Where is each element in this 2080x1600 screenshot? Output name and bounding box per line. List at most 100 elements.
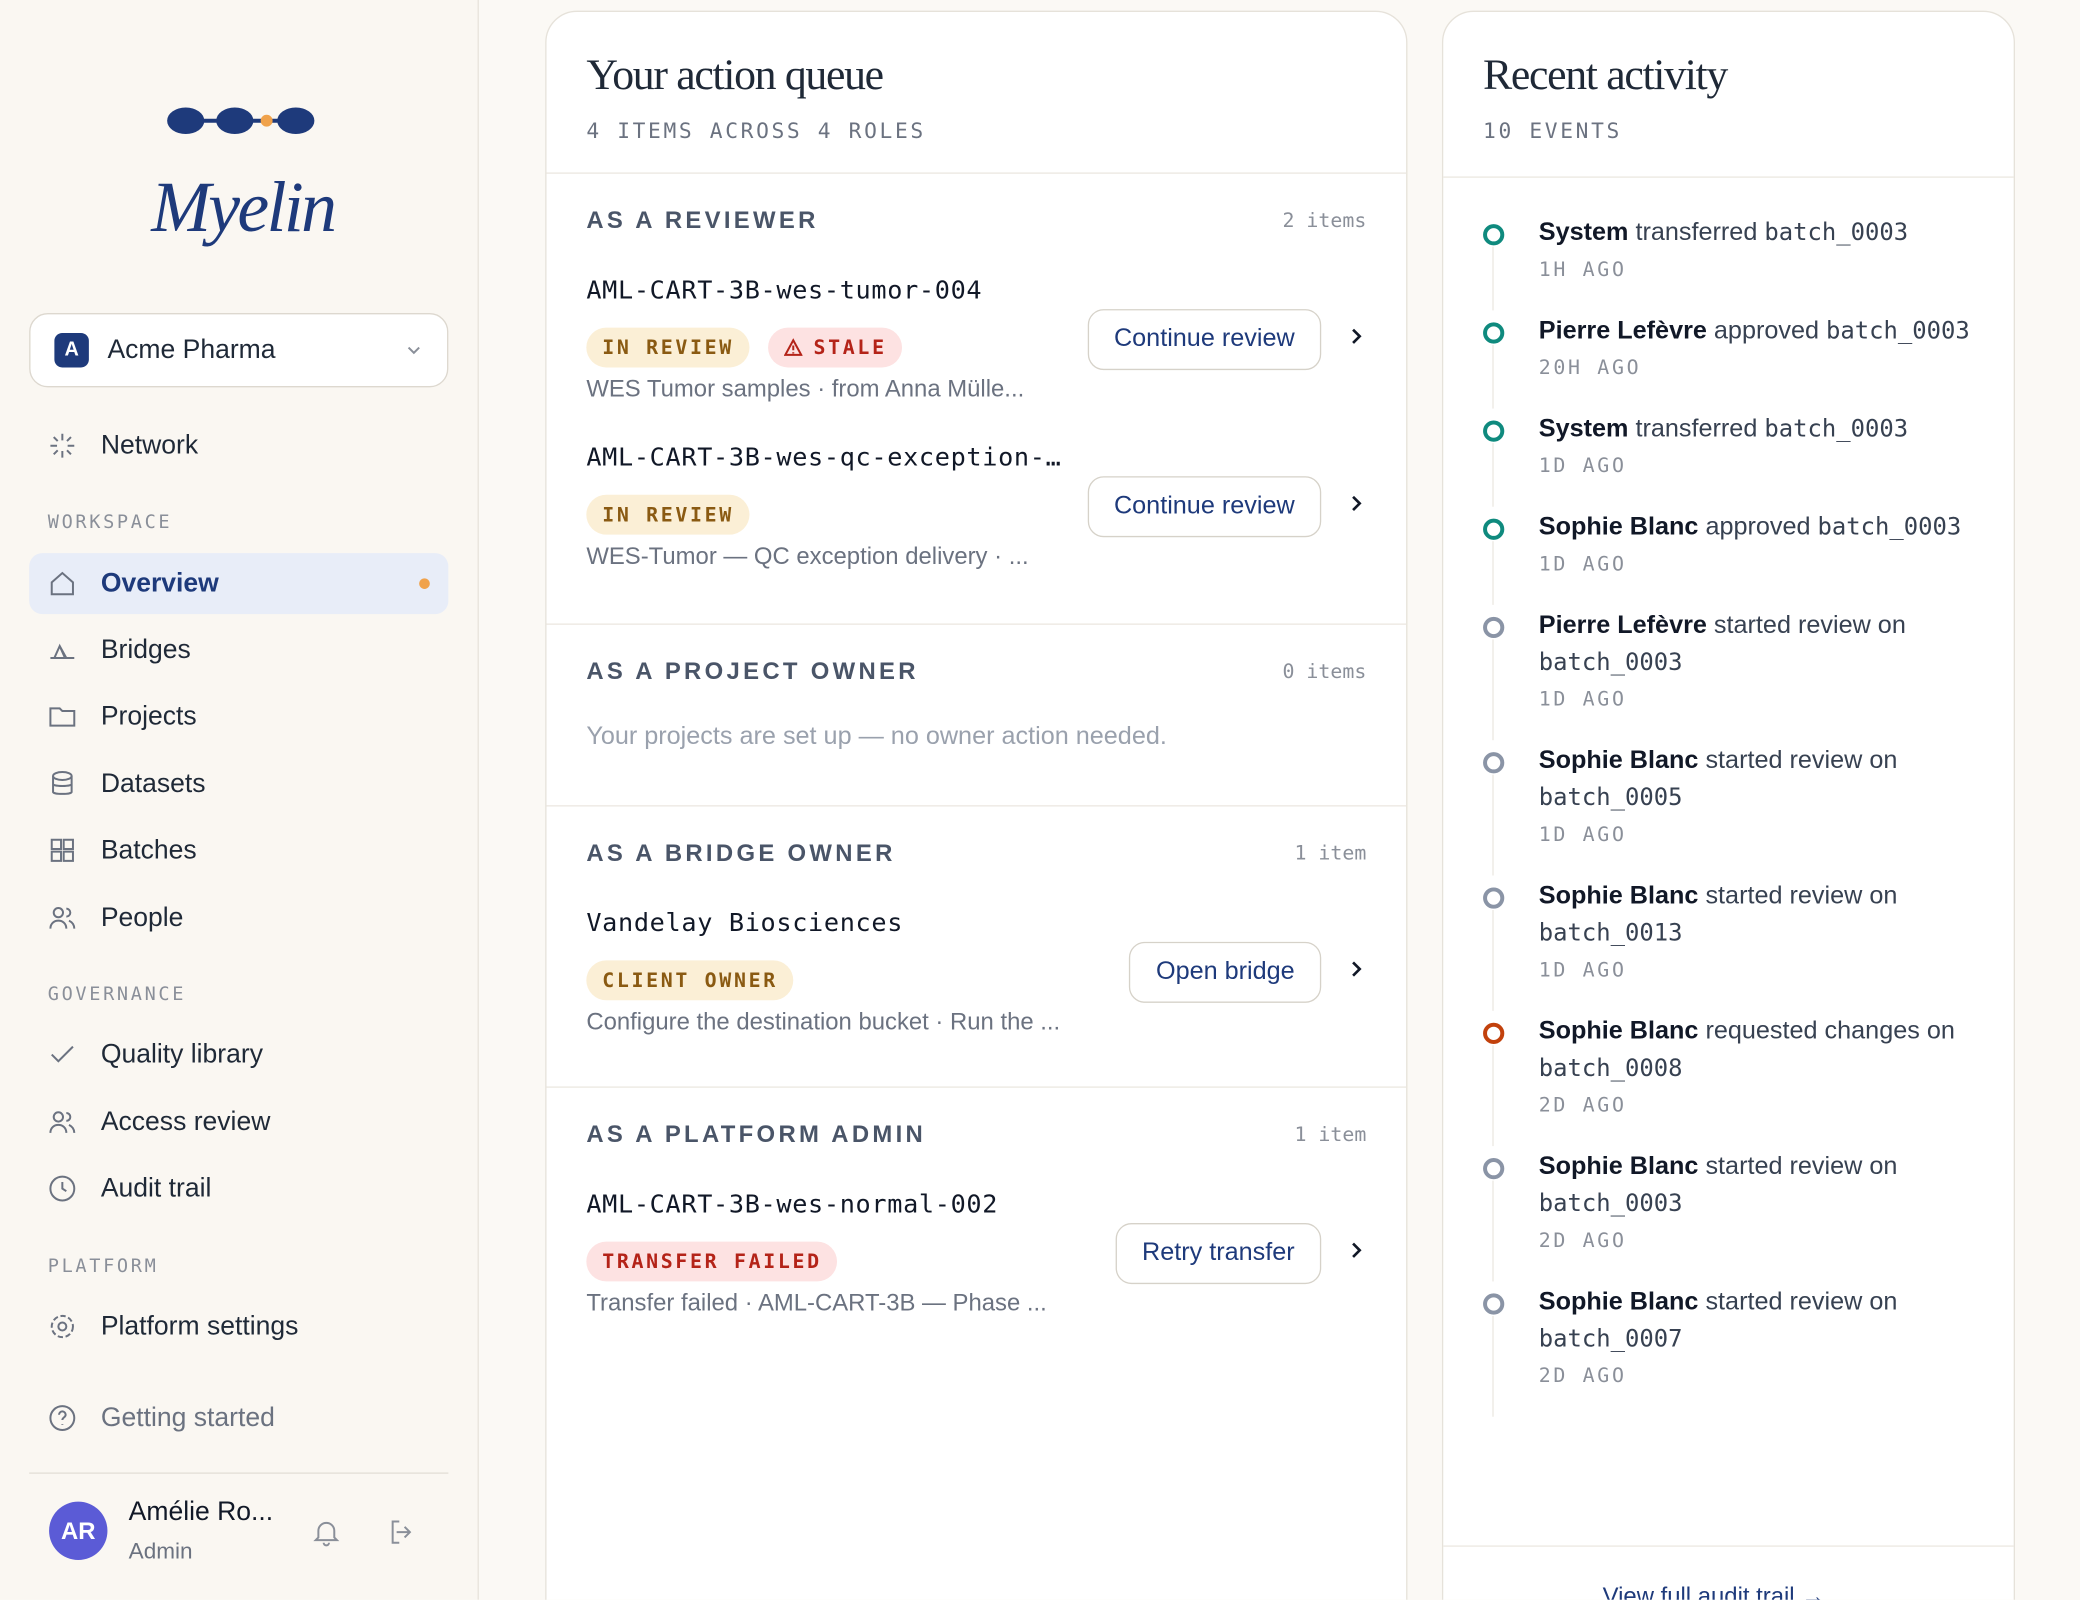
icon (49, 1405, 76, 1431)
nav-item[interactable]: People (29, 887, 448, 948)
section-count: 1 item (1294, 1122, 1367, 1147)
target: batch_0003 (1538, 1189, 1683, 1218)
indicator (419, 578, 430, 589)
action: started review on (1705, 882, 1898, 910)
logo (167, 107, 315, 134)
status-dot (1483, 420, 1505, 442)
timeline-line (1492, 541, 1494, 605)
activity-event: Sophie Blanc started review on batch_001… (1443, 878, 1996, 1011)
icon (49, 907, 76, 929)
section-heading: AS A REVIEWER (586, 206, 819, 234)
queue-item: AML-CART-3B-wes-tumor-004 IN REVIEW STALE W… (586, 275, 1366, 405)
event-list: System transferred batch_0003 1H AGO Pierr… (1443, 215, 1996, 1419)
action-button[interactable]: Continue review (1087, 309, 1322, 371)
nav-item[interactable]: Batches (29, 820, 448, 881)
target: batch_0003 (1826, 317, 1970, 345)
nav-item[interactable]: Datasets (29, 753, 448, 814)
nav-item[interactable]: Projects (29, 686, 448, 747)
divider (1443, 1545, 2014, 1547)
status-dot (1483, 518, 1505, 540)
activity-card: Recent activity 10 EVENTS System transfe… (1441, 10, 2015, 1600)
section-count: 2 items (1282, 208, 1367, 233)
action-button[interactable]: Continue review (1087, 476, 1322, 538)
nav-item[interactable]: Network (29, 415, 448, 476)
nav-item[interactable]: Quality library (29, 1024, 448, 1085)
badges: TRANSFER FAILED (586, 1241, 1366, 1282)
action: started review on (1705, 746, 1898, 775)
actor: System (1538, 218, 1629, 247)
activity-event: Sophie Blanc started review on batch_000… (1443, 743, 1997, 876)
status-dot (1483, 616, 1505, 639)
nav-label: Quality library (100, 1039, 264, 1070)
status-dot (1483, 752, 1505, 774)
brand: Myelin (151, 167, 337, 247)
section-header: AS A PLATFORM ADMIN 1 item (586, 1117, 1366, 1151)
icon (52, 771, 73, 795)
event-time: 2D AGO (1538, 1363, 1627, 1388)
icon (51, 1045, 74, 1063)
action: transferred (1635, 218, 1758, 247)
nav-label: Access review (100, 1107, 271, 1137)
timeline-line (1492, 1315, 1494, 1417)
actor: Sophie Blanc (1538, 513, 1699, 542)
nav-item[interactable]: Access review (29, 1092, 448, 1153)
queue-item: Vandelay Biosciences CLIENT OWNER Configur… (586, 907, 1366, 1037)
actor: Sophie Blanc (1538, 1288, 1699, 1316)
item-name: AML-CART-3B-wes-normal-002 (586, 1189, 999, 1220)
target: batch_0007 (1538, 1325, 1683, 1354)
action-button[interactable]: Open bridge (1129, 941, 1322, 1003)
action-button[interactable]: Retry transfer (1115, 1223, 1322, 1285)
event-time: 1D AGO (1538, 551, 1627, 576)
badges: IN REVIEW STALE (586, 327, 1366, 368)
user-name: Amélie Ro... (128, 1497, 274, 1527)
actor: System (1538, 415, 1629, 444)
section-header: AS A PROJECT OWNER 0 items (586, 654, 1366, 688)
nav-item[interactable]: Overview (29, 553, 449, 615)
org-select[interactable]: A Acme Pharma (29, 313, 449, 388)
nav-item[interactable]: Platform settings (29, 1296, 448, 1357)
nav-label: Projects (100, 701, 197, 731)
queue-section: AS A BRIDGE OWNER 1 item Vandelay Bioscien… (546, 805, 1407, 1086)
chevron[interactable] (1348, 960, 1367, 985)
target: batch_0003 (1538, 648, 1683, 677)
action-queue-card: Your action queue 4 ITEMS ACROSS 4 ROLES… (545, 10, 1408, 1600)
audit-trail-link[interactable]: View full audit trail → (1602, 1582, 1826, 1600)
event-text: Pierre Lefèvre started review on batch_0… (1539, 608, 1997, 682)
org-name: Acme Pharma (107, 335, 276, 365)
badges: IN REVIEW (586, 494, 1366, 535)
nav-item[interactable]: Bridges (29, 619, 448, 680)
item-name: AML-CART-3B-wes-qc-exception-… (586, 443, 1062, 473)
chevron[interactable] (1348, 494, 1367, 519)
nav-item[interactable]: Getting started (29, 1388, 448, 1449)
icon (50, 643, 75, 659)
actor: Pierre Lefèvre (1538, 317, 1707, 345)
badge: IN REVIEW (586, 327, 750, 368)
badge: IN REVIEW (586, 494, 750, 535)
target: batch_0005 (1538, 783, 1683, 812)
sidebar: Myelin A Acme Pharma Network WORKSPACE Ove… (0, 0, 479, 1600)
event-text: Sophie Blanc approved batch_0003 (1539, 509, 1997, 546)
nav-label: Platform settings (100, 1311, 299, 1342)
nav-label: Network (100, 431, 199, 461)
activity-event: System transferred batch_0003 1D AGO (1443, 411, 1996, 507)
user-role: Admin (128, 1538, 193, 1564)
timeline-line (1492, 1180, 1494, 1282)
nav-item[interactable]: Audit trail (29, 1158, 448, 1219)
icon (49, 1175, 76, 1202)
logout-button[interactable] (386, 1516, 418, 1548)
timeline-line (1492, 774, 1494, 876)
status-dot (1483, 887, 1505, 909)
chevron[interactable] (1348, 1241, 1367, 1266)
action: started review on (1713, 611, 1906, 640)
queue-item: AML-CART-3B-wes-qc-exception-… IN REVIEW W… (586, 442, 1366, 572)
event-text: Sophie Blanc started review on batch_000… (1539, 743, 1997, 817)
status-dot (1483, 1293, 1505, 1315)
event-time: 2D AGO (1538, 1228, 1627, 1253)
activity-event: Sophie Blanc started review on batch_000… (1443, 1284, 1996, 1417)
badge-text: TRANSFER FAILED (602, 1249, 822, 1274)
bell-button[interactable] (310, 1516, 342, 1548)
chevron[interactable] (1348, 327, 1367, 352)
badge-text: STALE (813, 335, 887, 360)
target: batch_0008 (1538, 1054, 1683, 1083)
